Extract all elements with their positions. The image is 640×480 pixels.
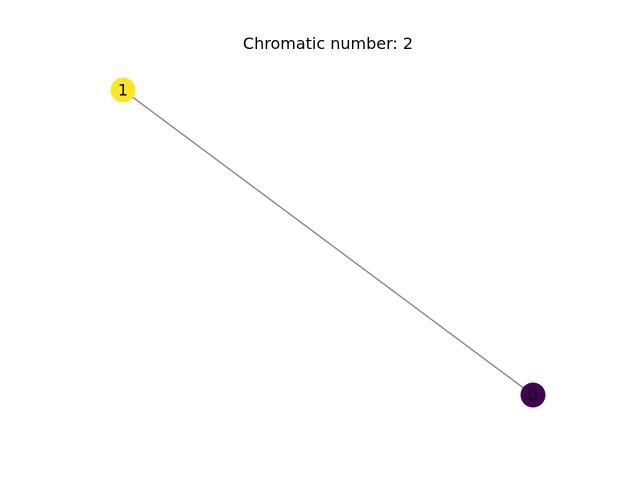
node-1-circle	[110, 77, 136, 103]
edge-layer	[122, 89, 534, 396]
node-1-label: 1	[118, 81, 128, 100]
node-0-circle	[520, 382, 546, 408]
figure-title: Chromatic number: 2	[243, 34, 413, 53]
edge-1-0	[122, 89, 534, 396]
node-1: 1	[110, 77, 136, 103]
node-0-label: 0	[528, 386, 538, 405]
node-layer: 1 0	[110, 77, 546, 408]
node-0: 0	[520, 382, 546, 408]
